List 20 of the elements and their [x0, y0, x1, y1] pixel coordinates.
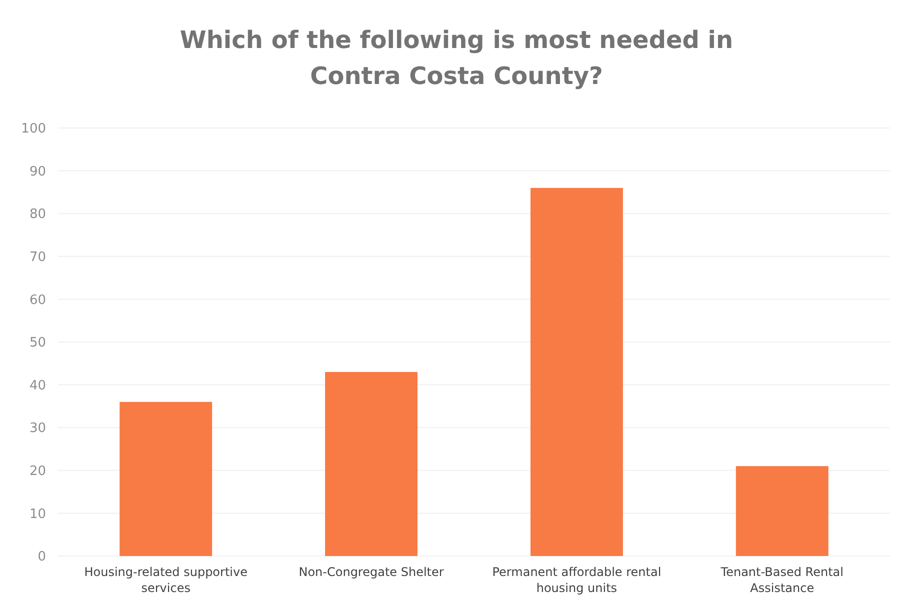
- y-tick-label: 0: [38, 550, 46, 565]
- y-tick-label: 20: [29, 464, 46, 479]
- y-tick-label: 30: [29, 421, 46, 436]
- bar: [120, 402, 212, 556]
- y-tick-label: 60: [29, 292, 46, 308]
- y-tick-label: 100: [21, 122, 46, 137]
- y-tick-label: 70: [29, 250, 46, 265]
- y-tick-label: 40: [29, 378, 46, 394]
- bar: [736, 466, 828, 556]
- bar: [530, 188, 623, 556]
- x-tick-label: Tenant-Based Rental Assistance: [720, 565, 844, 595]
- bar: [325, 372, 418, 556]
- x-tick-label: Housing-related supportive services: [84, 565, 248, 595]
- y-tick-label: 80: [29, 207, 46, 222]
- chart-title: Which of the following is most needed in Contra Costa County?: [180, 26, 734, 90]
- y-tick-label: 50: [29, 336, 46, 351]
- x-tick-label: Permanent affordable rental housing units: [492, 565, 662, 595]
- y-tick-label: 90: [29, 164, 46, 180]
- x-tick-label: Non-Congregate Shelter: [298, 565, 444, 579]
- y-tick-label: 10: [29, 506, 46, 522]
